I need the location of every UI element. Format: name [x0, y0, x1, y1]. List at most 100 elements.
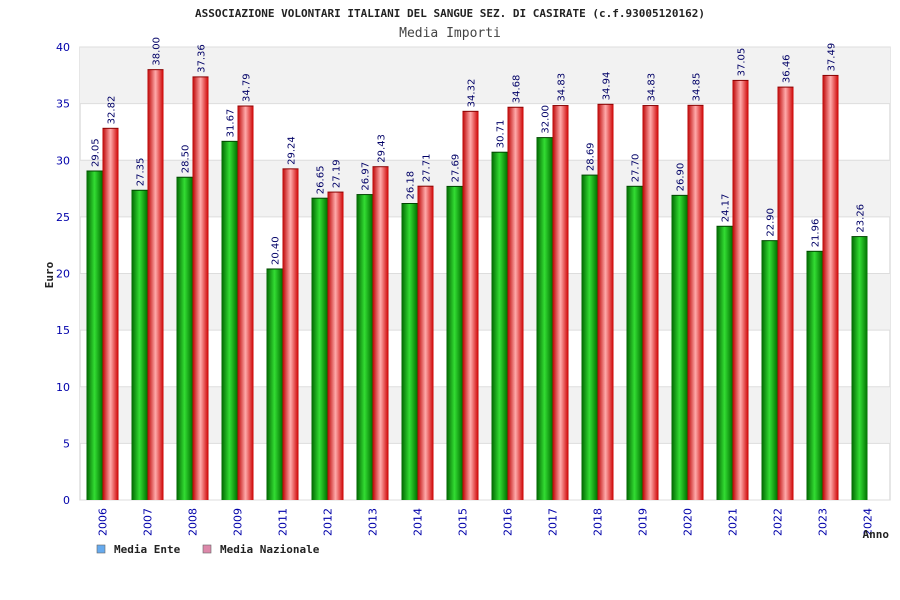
bar-media-nazionale: [642, 105, 659, 501]
bar-media-nazionale: [507, 107, 524, 501]
x-tick-label: 2015: [457, 508, 470, 536]
bar-media-nazionale: [597, 104, 614, 500]
value-label: 30.71: [496, 120, 507, 149]
value-label: 37.36: [197, 44, 208, 73]
value-label: 34.94: [602, 72, 613, 101]
bar-media-ente: [761, 240, 778, 500]
value-label: 26.65: [316, 166, 327, 195]
bar-media-ente: [311, 198, 328, 500]
x-tick-label: 2021: [727, 508, 740, 536]
value-label: 21.96: [811, 219, 822, 248]
bar-media-ente: [401, 203, 418, 500]
value-label: 34.68: [512, 75, 523, 104]
x-tick-label: 2006: [97, 508, 110, 536]
x-tick-label: 2007: [142, 508, 155, 536]
y-tick-label: 10: [56, 381, 70, 394]
value-labels: 29.05 32.82 27.35 38.00 28.50 37.36 31.67 34.79…: [91, 37, 867, 265]
bar-media-nazionale: [102, 128, 119, 500]
value-label: 26.90: [676, 163, 687, 192]
value-label: 34.83: [647, 73, 658, 102]
value-label: 27.69: [451, 154, 462, 183]
bar-media-nazionale: [552, 105, 569, 501]
bar-media-ente: [671, 195, 688, 501]
bar-media-nazionale: [192, 76, 209, 500]
value-label: 29.05: [91, 138, 102, 167]
value-label: 32.00: [541, 105, 552, 134]
bar-media-nazionale: [237, 106, 254, 501]
bar-media-ente: [851, 236, 868, 500]
value-label: 27.70: [631, 154, 642, 183]
bar-media-nazionale: [147, 69, 164, 501]
x-axis-label: Anno: [863, 528, 890, 541]
value-label: 27.19: [332, 159, 343, 188]
value-label: 34.32: [467, 79, 478, 108]
x-tick-label: 2020: [682, 508, 695, 536]
legend-swatch-media-ente: [96, 544, 106, 554]
value-label: 34.85: [692, 73, 703, 102]
x-axis-ticks: 2006 2007 2008 2009 2011 2012 2013 2014 2015 2016…: [97, 508, 875, 536]
x-tick-label: 2017: [547, 508, 560, 536]
bar-media-ente: [626, 186, 643, 501]
bar-media-ente: [536, 137, 553, 500]
x-tick-label: 2012: [322, 508, 335, 536]
legend-swatch-media-nazionale: [202, 544, 212, 554]
y-tick-label: 40: [56, 41, 70, 54]
value-label: 32.82: [107, 96, 118, 125]
value-label: 26.97: [361, 162, 372, 191]
value-label: 27.71: [422, 154, 433, 183]
chart-subtitle: Media Importi: [399, 26, 501, 41]
x-tick-label: 2013: [367, 508, 380, 536]
value-label: 37.05: [737, 48, 748, 77]
legend: Media Ente Media Nazionale: [96, 543, 320, 556]
bar-media-ente: [491, 152, 508, 501]
value-label: 20.40: [271, 236, 282, 265]
bar-media-nazionale: [822, 75, 839, 500]
chart-title: ASSOCIAZIONE VOLONTARI ITALIANI DEL SANG…: [195, 7, 705, 20]
bar-media-ente: [716, 226, 733, 500]
grid-band: [80, 386, 890, 444]
x-tick-label: 2024: [862, 508, 875, 536]
bar-media-nazionale: [327, 192, 344, 501]
x-tick-label: 2019: [637, 508, 650, 536]
value-label: 31.67: [226, 109, 237, 138]
x-tick-label: 2023: [817, 508, 830, 536]
x-tick-label: 2014: [412, 508, 425, 536]
value-label: 28.69: [586, 142, 597, 171]
y-axis-ticks: 0 5 10 15 20 25 30 35 40: [56, 41, 70, 507]
grid-band: [80, 47, 890, 104]
x-tick-label: 2022: [772, 508, 785, 536]
value-label: 28.50: [181, 145, 192, 174]
grid-band: [80, 160, 890, 217]
bar-media-ente: [806, 251, 823, 500]
bar-media-ente: [266, 268, 283, 500]
value-label: 34.79: [242, 73, 253, 102]
value-label: 26.18: [406, 171, 417, 200]
x-tick-label: 2016: [502, 508, 515, 536]
grid-band: [80, 273, 890, 331]
bars: [86, 69, 868, 501]
bar-media-nazionale: [282, 168, 299, 500]
bar-media-nazionale: [417, 186, 434, 500]
legend-label-media-ente: Media Ente: [114, 543, 181, 556]
bar-media-nazionale: [372, 166, 389, 500]
y-axis-label: Euro: [43, 261, 56, 288]
value-label: 27.35: [136, 158, 147, 187]
value-label: 22.90: [766, 208, 777, 237]
x-tick-label: 2009: [232, 508, 245, 536]
value-label: 36.46: [782, 54, 793, 83]
legend-label-media-nazionale: Media Nazionale: [220, 543, 320, 556]
y-tick-label: 30: [56, 154, 70, 167]
bar-media-ente: [356, 194, 373, 500]
value-label: 29.43: [377, 134, 388, 163]
bar-media-ente: [221, 141, 238, 500]
bar-media-nazionale: [687, 105, 704, 500]
y-tick-label: 20: [56, 268, 70, 281]
y-tick-label: 15: [56, 324, 70, 337]
bar-media-ente: [176, 177, 193, 501]
grid-lines: [80, 46, 890, 501]
value-label: 24.17: [721, 194, 732, 223]
y-tick-label: 25: [56, 211, 70, 224]
value-label: 23.26: [856, 204, 867, 233]
bar-media-ente: [86, 171, 103, 501]
x-tick-label: 2008: [187, 508, 200, 536]
